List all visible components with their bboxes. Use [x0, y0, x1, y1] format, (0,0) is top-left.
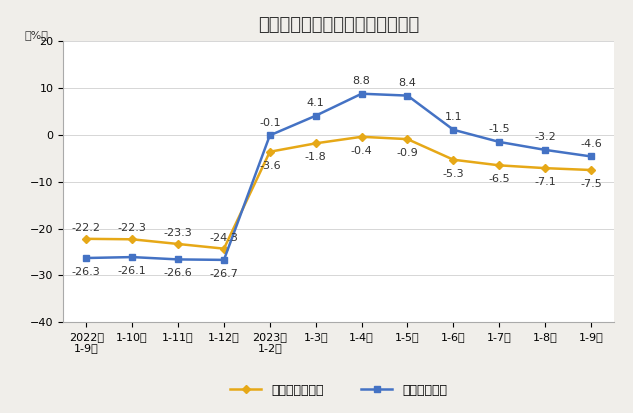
Text: -5.3: -5.3 [442, 169, 464, 178]
Text: -1.8: -1.8 [305, 152, 327, 162]
商品房销售面积 [174, 242, 182, 247]
Text: -23.3: -23.3 [164, 228, 192, 238]
Text: -0.9: -0.9 [397, 148, 418, 158]
Text: -3.2: -3.2 [534, 133, 556, 142]
商品房销售额 [174, 257, 182, 262]
Text: -7.5: -7.5 [580, 179, 602, 189]
商品房销售面积 [82, 236, 90, 241]
Text: 8.4: 8.4 [399, 78, 417, 88]
商品房销售面积 [312, 141, 320, 146]
Text: -26.3: -26.3 [72, 267, 101, 277]
Text: -24.3: -24.3 [210, 233, 239, 242]
商品房销售面积 [449, 157, 457, 162]
商品房销售额 [541, 147, 549, 152]
商品房销售额 [358, 91, 365, 96]
Text: -4.6: -4.6 [580, 139, 602, 149]
商品房销售面积 [496, 163, 503, 168]
商品房销售额 [266, 133, 273, 138]
商品房销售额 [449, 127, 457, 132]
Text: -26.6: -26.6 [164, 268, 192, 278]
Text: -1.5: -1.5 [489, 124, 510, 135]
商品房销售额 [82, 256, 90, 261]
商品房销售额 [496, 140, 503, 145]
Text: （%）: （%） [25, 30, 49, 40]
Text: -6.5: -6.5 [489, 174, 510, 184]
Text: -26.7: -26.7 [210, 269, 239, 279]
商品房销售额 [312, 113, 320, 118]
商品房销售面积 [266, 149, 273, 154]
Text: 4.1: 4.1 [307, 98, 325, 108]
Legend: 商品房销售面积, 商品房销售额: 商品房销售面积, 商品房销售额 [225, 379, 453, 402]
Text: -3.6: -3.6 [259, 161, 280, 171]
Line: 商品房销售面积: 商品房销售面积 [83, 134, 594, 252]
商品房销售面积 [220, 246, 228, 251]
Text: -22.2: -22.2 [72, 223, 101, 233]
商品房销售额 [220, 257, 228, 262]
商品房销售额 [128, 254, 136, 259]
商品房销售面积 [128, 237, 136, 242]
商品房销售面积 [541, 166, 549, 171]
Text: -0.1: -0.1 [259, 118, 280, 128]
商品房销售面积 [404, 137, 411, 142]
Text: -0.4: -0.4 [351, 146, 372, 156]
Text: 8.8: 8.8 [353, 76, 370, 86]
商品房销售面积 [358, 134, 365, 139]
Line: 商品房销售额: 商品房销售额 [83, 90, 594, 263]
Text: -26.1: -26.1 [118, 266, 146, 276]
Text: -7.1: -7.1 [534, 177, 556, 187]
Text: -22.3: -22.3 [118, 223, 147, 233]
商品房销售额 [404, 93, 411, 98]
Text: 1.1: 1.1 [444, 112, 462, 122]
商品房销售面积 [587, 168, 595, 173]
商品房销售额 [587, 154, 595, 159]
Title: 全国商品房销售面积及销售额增速: 全国商品房销售面积及销售额增速 [258, 16, 419, 34]
